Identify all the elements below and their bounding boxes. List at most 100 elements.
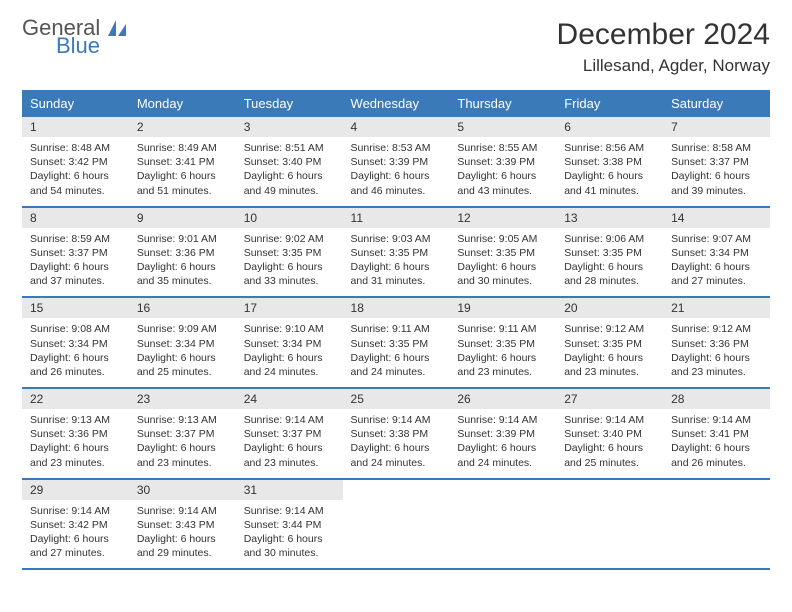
calendar-table: SundayMondayTuesdayWednesdayThursdayFrid… [22,90,770,570]
sunrise-line: Sunrise: 8:48 AM [30,141,121,155]
day-number: 13 [556,208,663,228]
day-number: 21 [663,298,770,318]
sunset-line: Sunset: 3:35 PM [351,246,442,260]
day-details: Sunrise: 9:08 AMSunset: 3:34 PMDaylight:… [22,318,129,387]
daylight-line: Daylight: 6 hours and 24 minutes. [244,351,335,379]
sunrise-line: Sunrise: 9:14 AM [244,504,335,518]
day-header: Tuesday [236,90,343,117]
sunset-line: Sunset: 3:37 PM [671,155,762,169]
sunrise-line: Sunrise: 9:14 AM [137,504,228,518]
day-details: Sunrise: 9:14 AMSunset: 3:38 PMDaylight:… [343,409,450,478]
day-details: Sunrise: 9:14 AMSunset: 3:40 PMDaylight:… [556,409,663,478]
daylight-line: Daylight: 6 hours and 24 minutes. [457,441,548,469]
sunset-line: Sunset: 3:40 PM [244,155,335,169]
calendar-cell: 8Sunrise: 8:59 AMSunset: 3:37 PMDaylight… [22,207,129,298]
daylight-line: Daylight: 6 hours and 27 minutes. [671,260,762,288]
day-details: Sunrise: 9:11 AMSunset: 3:35 PMDaylight:… [449,318,556,387]
calendar-week-row: 1Sunrise: 8:48 AMSunset: 3:42 PMDaylight… [22,117,770,207]
sunrise-line: Sunrise: 9:14 AM [457,413,548,427]
daylight-line: Daylight: 6 hours and 27 minutes. [30,532,121,560]
sunrise-line: Sunrise: 9:14 AM [30,504,121,518]
sunrise-line: Sunrise: 9:01 AM [137,232,228,246]
sunset-line: Sunset: 3:41 PM [671,427,762,441]
sunrise-line: Sunrise: 9:12 AM [564,322,655,336]
sunset-line: Sunset: 3:38 PM [564,155,655,169]
calendar-cell: 3Sunrise: 8:51 AMSunset: 3:40 PMDaylight… [236,117,343,207]
sunrise-line: Sunrise: 9:14 AM [351,413,442,427]
month-title: December 2024 [557,18,770,52]
day-header: Thursday [449,90,556,117]
daylight-line: Daylight: 6 hours and 46 minutes. [351,169,442,197]
calendar-week-row: 22Sunrise: 9:13 AMSunset: 3:36 PMDayligh… [22,388,770,479]
day-number: 3 [236,117,343,137]
day-details: Sunrise: 9:09 AMSunset: 3:34 PMDaylight:… [129,318,236,387]
sunset-line: Sunset: 3:34 PM [30,337,121,351]
day-number: 20 [556,298,663,318]
day-number: 12 [449,208,556,228]
sunset-line: Sunset: 3:35 PM [564,337,655,351]
day-details: Sunrise: 9:14 AMSunset: 3:37 PMDaylight:… [236,409,343,478]
sunrise-line: Sunrise: 9:02 AM [244,232,335,246]
day-number: 26 [449,389,556,409]
daylight-line: Daylight: 6 hours and 41 minutes. [564,169,655,197]
calendar-cell: 23Sunrise: 9:13 AMSunset: 3:37 PMDayligh… [129,388,236,479]
calendar-cell: 25Sunrise: 9:14 AMSunset: 3:38 PMDayligh… [343,388,450,479]
day-details: Sunrise: 9:14 AMSunset: 3:41 PMDaylight:… [663,409,770,478]
daylight-line: Daylight: 6 hours and 23 minutes. [457,351,548,379]
calendar-cell: 5Sunrise: 8:55 AMSunset: 3:39 PMDaylight… [449,117,556,207]
calendar-cell: 22Sunrise: 9:13 AMSunset: 3:36 PMDayligh… [22,388,129,479]
sunrise-line: Sunrise: 9:11 AM [351,322,442,336]
calendar-cell: 28Sunrise: 9:14 AMSunset: 3:41 PMDayligh… [663,388,770,479]
calendar-cell: 9Sunrise: 9:01 AMSunset: 3:36 PMDaylight… [129,207,236,298]
day-number: 14 [663,208,770,228]
sunset-line: Sunset: 3:39 PM [457,155,548,169]
day-number: 15 [22,298,129,318]
day-number: 5 [449,117,556,137]
sunset-line: Sunset: 3:41 PM [137,155,228,169]
sunset-line: Sunset: 3:35 PM [457,337,548,351]
calendar-cell: 31Sunrise: 9:14 AMSunset: 3:44 PMDayligh… [236,479,343,570]
sunrise-line: Sunrise: 9:11 AM [457,322,548,336]
calendar-cell: 29Sunrise: 9:14 AMSunset: 3:42 PMDayligh… [22,479,129,570]
sunrise-line: Sunrise: 9:14 AM [244,413,335,427]
calendar-cell [449,479,556,570]
daylight-line: Daylight: 6 hours and 30 minutes. [244,532,335,560]
day-details: Sunrise: 9:07 AMSunset: 3:34 PMDaylight:… [663,228,770,297]
calendar-cell: 10Sunrise: 9:02 AMSunset: 3:35 PMDayligh… [236,207,343,298]
sunrise-line: Sunrise: 9:09 AM [137,322,228,336]
sunset-line: Sunset: 3:44 PM [244,518,335,532]
day-number: 2 [129,117,236,137]
daylight-line: Daylight: 6 hours and 23 minutes. [30,441,121,469]
sunrise-line: Sunrise: 9:07 AM [671,232,762,246]
sunset-line: Sunset: 3:37 PM [30,246,121,260]
day-details: Sunrise: 8:55 AMSunset: 3:39 PMDaylight:… [449,137,556,206]
day-details: Sunrise: 9:11 AMSunset: 3:35 PMDaylight:… [343,318,450,387]
day-header-row: SundayMondayTuesdayWednesdayThursdayFrid… [22,90,770,117]
calendar-cell [343,479,450,570]
sunset-line: Sunset: 3:35 PM [564,246,655,260]
day-details: Sunrise: 9:03 AMSunset: 3:35 PMDaylight:… [343,228,450,297]
header: General Blue December 2024 Lillesand, Ag… [22,18,770,76]
logo: General Blue [22,18,128,57]
day-details: Sunrise: 8:49 AMSunset: 3:41 PMDaylight:… [129,137,236,206]
sunrise-line: Sunrise: 9:14 AM [671,413,762,427]
sunrise-line: Sunrise: 8:59 AM [30,232,121,246]
calendar-cell: 19Sunrise: 9:11 AMSunset: 3:35 PMDayligh… [449,297,556,388]
calendar-cell [556,479,663,570]
calendar-cell: 2Sunrise: 8:49 AMSunset: 3:41 PMDaylight… [129,117,236,207]
daylight-line: Daylight: 6 hours and 25 minutes. [137,351,228,379]
day-number: 6 [556,117,663,137]
daylight-line: Daylight: 6 hours and 28 minutes. [564,260,655,288]
day-number: 22 [22,389,129,409]
calendar-cell: 12Sunrise: 9:05 AMSunset: 3:35 PMDayligh… [449,207,556,298]
sunrise-line: Sunrise: 8:55 AM [457,141,548,155]
daylight-line: Daylight: 6 hours and 35 minutes. [137,260,228,288]
day-header: Sunday [22,90,129,117]
day-details: Sunrise: 9:14 AMSunset: 3:39 PMDaylight:… [449,409,556,478]
day-header: Monday [129,90,236,117]
calendar-cell: 26Sunrise: 9:14 AMSunset: 3:39 PMDayligh… [449,388,556,479]
sunset-line: Sunset: 3:37 PM [244,427,335,441]
day-details: Sunrise: 9:12 AMSunset: 3:36 PMDaylight:… [663,318,770,387]
day-number: 16 [129,298,236,318]
daylight-line: Daylight: 6 hours and 23 minutes. [244,441,335,469]
